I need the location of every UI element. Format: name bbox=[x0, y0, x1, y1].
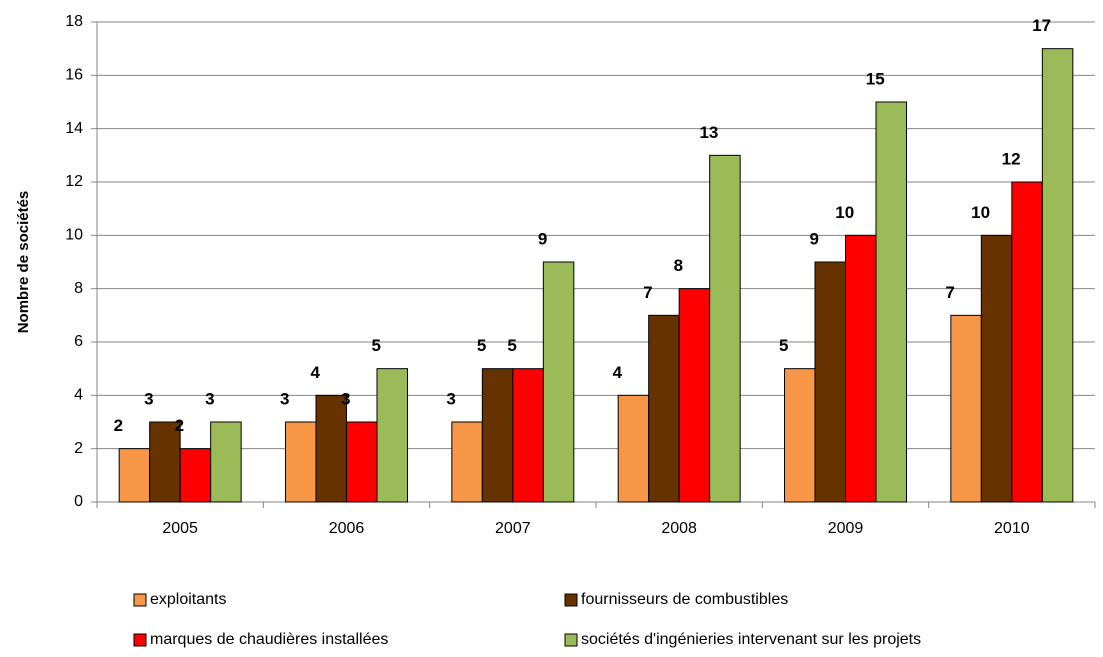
data-label: 2 bbox=[114, 416, 123, 435]
y-tick-label: 14 bbox=[65, 120, 83, 137]
x-tick-label: 2007 bbox=[495, 520, 531, 537]
legend-label: exploitants bbox=[150, 591, 227, 608]
bar bbox=[542, 261, 575, 503]
legend-label: sociétés d'ingénieries intervenant sur l… bbox=[581, 631, 921, 648]
bar bbox=[285, 421, 317, 503]
data-label: 13 bbox=[699, 123, 718, 142]
y-axis-label: Nombre de sociétés bbox=[15, 191, 32, 334]
data-label: 5 bbox=[372, 336, 381, 355]
legend-swatch bbox=[564, 633, 578, 647]
data-label: 3 bbox=[205, 389, 214, 408]
bar bbox=[1011, 181, 1043, 503]
x-tick-label: 2006 bbox=[329, 520, 365, 537]
bar bbox=[512, 368, 544, 503]
data-label: 7 bbox=[643, 283, 652, 302]
bar bbox=[210, 421, 242, 503]
bar bbox=[481, 368, 514, 503]
data-label: 8 bbox=[674, 256, 683, 275]
bar bbox=[784, 368, 816, 503]
data-label: 7 bbox=[945, 283, 954, 302]
bar bbox=[451, 421, 483, 503]
bar bbox=[376, 368, 408, 503]
y-tick-label: 4 bbox=[74, 387, 83, 404]
data-label: 3 bbox=[341, 389, 350, 408]
data-label: 9 bbox=[538, 229, 547, 248]
data-label: 3 bbox=[446, 389, 455, 408]
x-tick-label: 2005 bbox=[162, 520, 198, 537]
y-tick-label: 6 bbox=[74, 333, 83, 350]
data-label: 3 bbox=[144, 389, 153, 408]
bar bbox=[617, 394, 650, 503]
legend-swatch bbox=[133, 593, 147, 607]
data-label: 10 bbox=[835, 203, 854, 222]
y-tick-label: 12 bbox=[65, 173, 83, 190]
data-label: 12 bbox=[1002, 149, 1021, 168]
legend-label: fournisseurs de combustibles bbox=[581, 591, 788, 608]
bar bbox=[980, 234, 1013, 503]
bar bbox=[315, 394, 347, 503]
bar bbox=[875, 101, 907, 503]
bar bbox=[814, 261, 846, 503]
bar bbox=[179, 448, 212, 503]
y-tick-label: 0 bbox=[74, 493, 83, 510]
data-label: 3 bbox=[280, 389, 289, 408]
data-label: 17 bbox=[1032, 16, 1051, 35]
data-label: 5 bbox=[477, 336, 486, 355]
bar bbox=[648, 314, 680, 503]
bar bbox=[845, 234, 877, 503]
legend-label: marques de chaudières installées bbox=[150, 631, 388, 648]
bar bbox=[118, 448, 151, 503]
legend-swatch bbox=[564, 593, 578, 607]
bar bbox=[346, 421, 378, 503]
bar bbox=[950, 314, 982, 503]
y-tick-label: 18 bbox=[65, 13, 83, 30]
data-label: 10 bbox=[971, 203, 990, 222]
data-label: 4 bbox=[311, 363, 321, 382]
x-tick-label: 2010 bbox=[994, 520, 1030, 537]
data-label: 15 bbox=[866, 69, 885, 88]
y-tick-label: 8 bbox=[74, 280, 83, 297]
bar bbox=[709, 154, 741, 503]
x-tick-label: 2009 bbox=[828, 520, 864, 537]
bar bbox=[1041, 48, 1074, 503]
data-label: 2 bbox=[175, 416, 184, 435]
bar bbox=[678, 288, 711, 503]
y-tick-label: 10 bbox=[65, 227, 83, 244]
data-label: 5 bbox=[779, 336, 788, 355]
data-label: 5 bbox=[507, 336, 516, 355]
x-tick-label: 2008 bbox=[661, 520, 697, 537]
data-label: 4 bbox=[613, 363, 623, 382]
y-tick-label: 16 bbox=[65, 67, 83, 84]
y-tick-label: 2 bbox=[74, 440, 83, 457]
data-label: 9 bbox=[810, 229, 819, 248]
legend-swatch bbox=[133, 633, 147, 647]
